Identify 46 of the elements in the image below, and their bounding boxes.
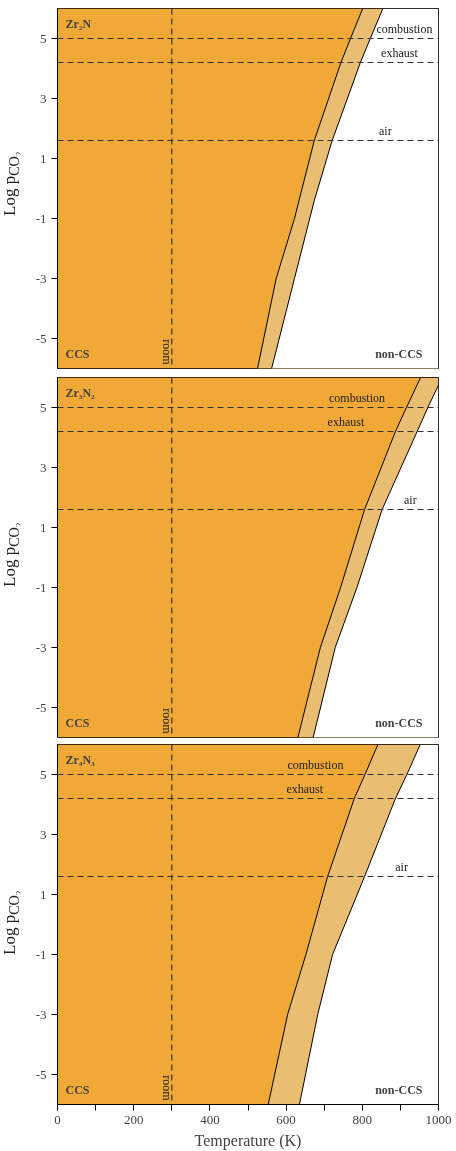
y-tick-label: 1 [40, 150, 47, 166]
y-tick-label: -1 [35, 210, 47, 226]
ref-line-label: combustion [376, 21, 433, 36]
ref-line-label: combustion [287, 757, 344, 772]
annotation: non-CCS [375, 346, 423, 361]
ref-line-label: room [159, 1075, 174, 1102]
ref-line-label: exhaust [381, 45, 419, 60]
y-tick-label: 3 [40, 826, 47, 842]
ref-line-label: room [159, 708, 174, 735]
ref-line-label: air [379, 123, 392, 138]
y-tick-label: 1 [40, 886, 47, 902]
ref-line-label: exhaust [327, 414, 365, 429]
ref-line-label: exhaust [286, 781, 324, 796]
x-tick-label: 0 [54, 1111, 61, 1127]
x-tick-label: 800 [352, 1111, 373, 1127]
y-tick-label: -1 [35, 946, 47, 962]
text: Zr₂N [65, 16, 92, 31]
x-axis-title: Temperature (K) [194, 1131, 302, 1150]
y-tick-label: -5 [35, 1066, 47, 1082]
text: Zr₃N₂ [65, 385, 96, 400]
y-tick-label: 5 [40, 30, 47, 46]
x-tick-label: 400 [200, 1111, 220, 1127]
ref-line-label: air [395, 859, 408, 874]
y-tick-label: -3 [35, 1006, 47, 1022]
y-tick-label: 5 [40, 399, 47, 415]
y-tick-label: 5 [40, 766, 47, 782]
ref-line-label: air [403, 492, 417, 507]
annotation: non-CCS [375, 715, 423, 730]
y-tick-label: 3 [40, 459, 47, 475]
ref-line-label: room [159, 339, 174, 366]
y-tick-label: -3 [35, 270, 47, 286]
annotation: CCS [65, 1082, 90, 1097]
x-tick-label: 200 [123, 1111, 144, 1127]
x-tick-label: 600 [276, 1111, 296, 1127]
annotation: non-CCS [375, 1082, 423, 1097]
y-tick-label: -5 [35, 699, 47, 715]
y-tick-label: -1 [35, 579, 47, 595]
y-tick-label: 1 [40, 519, 47, 535]
y-tick-label: 3 [40, 90, 47, 106]
ref-line-label: combustion [328, 390, 385, 405]
annotation: CCS [65, 346, 90, 361]
y-tick-label: -5 [35, 330, 47, 346]
x-tick-label: 1000 [425, 1111, 452, 1127]
y-tick-label: -3 [35, 639, 47, 655]
annotation: CCS [65, 715, 90, 730]
text: Zr₄N₃ [65, 752, 96, 767]
